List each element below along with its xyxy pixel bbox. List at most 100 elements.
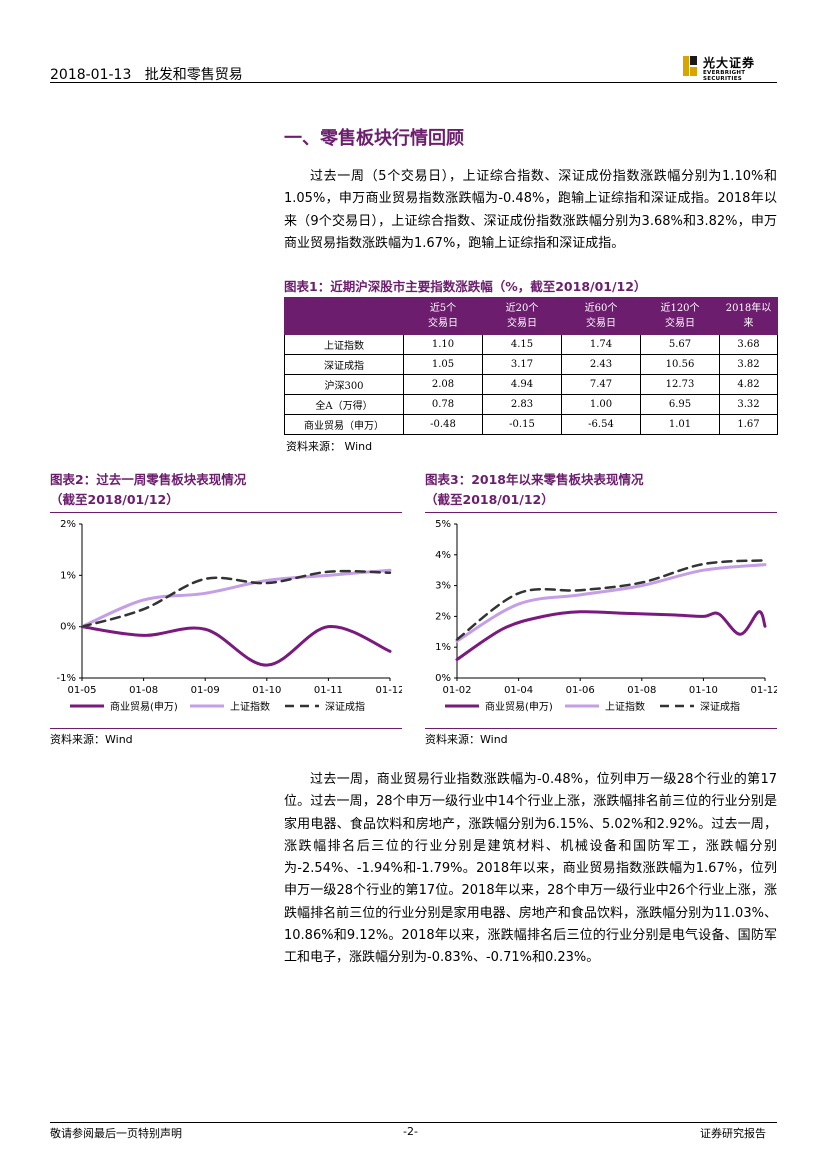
company-logo: 光大证券 EVERBRIGHT SECURITIES <box>683 54 779 82</box>
y-tick-label: 0% <box>435 673 451 684</box>
chart3-title-line2: （截至2018/01/12） <box>425 492 554 507</box>
table-header-row: 近5个 交易日 近20个 交易日 近60个 交易日 近120个 交易日 2018年以来 <box>284 297 778 335</box>
table-header-cell: 近120个 交易日 <box>640 297 720 335</box>
table-header-cell: 2018年以来 <box>719 297 778 335</box>
table-cell: 1.00 <box>561 394 641 415</box>
table-cell: 4.82 <box>719 374 778 395</box>
table-row: 上证指数 1.10 4.15 1.74 5.67 3.68 <box>284 334 778 355</box>
x-tick-label: 01-10 <box>689 685 718 696</box>
chart2-source: 资料来源：Wind <box>50 733 133 746</box>
chart3-plot: 0% 1% 2% 3% 4% 5% 01-02 01-04 01-06 01-08 01-10 01-… <box>435 519 777 713</box>
table-cell: 沪深300 <box>284 374 404 395</box>
legend-label-0: 商业贸易(申万) <box>485 700 553 713</box>
x-tick-label: 01-05 <box>67 685 96 696</box>
x-tick-label: 01-10 <box>252 685 281 696</box>
y-tick-label: -1% <box>57 673 76 684</box>
legend-label-0: 商业贸易(申万) <box>110 700 178 713</box>
summary-paragraph-text: 过去一周（5个交易日），上证综合指数、深证成份指数涨跌幅分别为1.10%和1.0… <box>284 169 777 251</box>
y-tick-label: 3% <box>435 581 451 592</box>
industry-paragraph: 过去一周，商业贸易行业指数涨跌幅为-0.48%，位列申万一级28个行业的第17位… <box>284 769 777 970</box>
table-cell: 1.01 <box>640 414 720 435</box>
table-cell: 2.43 <box>561 354 641 375</box>
section-title: 一、零售板块行情回顾 <box>284 128 464 149</box>
chart2-bottom-rule <box>50 728 402 729</box>
chart3-title: 图表3：2018年以来零售板块表现情况 （截至2018/01/12） <box>425 470 780 510</box>
table-cell: 5.67 <box>640 334 720 355</box>
table-cell: 1.67 <box>719 414 778 435</box>
table-cell: -6.54 <box>561 414 641 435</box>
table-cell: -0.48 <box>403 414 483 435</box>
table-cell: 1.05 <box>403 354 483 375</box>
chart2-title-line1: 图表2：过去一周零售板块表现情况 <box>50 472 247 487</box>
legend-label-1: 上证指数 <box>605 700 645 713</box>
chart2-title: 图表2：过去一周零售板块表现情况 （截至2018/01/12） <box>50 470 405 510</box>
table1-source: 资料来源： Wind <box>286 440 373 453</box>
table-row: 全A（万得） 0.78 2.83 1.00 6.95 3.32 <box>284 394 778 415</box>
table-cell: 2.83 <box>482 394 562 415</box>
table-cell: 4.94 <box>482 374 562 395</box>
header-date-industry: 2018-01-13 批发和零售贸易 <box>50 64 243 84</box>
logo-en-text: EVERBRIGHT SECURITIES <box>703 70 746 82</box>
summary-paragraph: 过去一周（5个交易日），上证综合指数、深证成份指数涨跌幅分别为1.10%和1.0… <box>284 166 777 255</box>
table-cell: 12.73 <box>640 374 720 395</box>
legend-label-2: 深证成指 <box>700 700 740 713</box>
chart3-title-line1: 图表3：2018年以来零售板块表现情况 <box>425 472 644 487</box>
chart2-plot: -1% 0% 1% 2% 01-05 01-08 01-09 01-10 01-11 01-12 商… <box>57 519 402 713</box>
table-header-cell: 近20个 交易日 <box>482 297 562 335</box>
y-tick-label: 2% <box>435 611 451 622</box>
chart3-title-rule <box>425 512 777 513</box>
table-cell: 全A（万得） <box>284 394 404 415</box>
chart2-title-line2: （截至2018/01/12） <box>50 492 179 507</box>
header-industry: 批发和零售贸易 <box>144 67 243 83</box>
table-cell: 上证指数 <box>284 334 404 355</box>
series-line-0 <box>455 610 767 662</box>
series-line-1 <box>455 563 767 643</box>
table-row: 沪深300 2.08 4.94 7.47 12.73 4.82 <box>284 374 778 395</box>
y-tick-label: 0% <box>60 622 76 633</box>
table-cell: 3.17 <box>482 354 562 375</box>
table-header-cell: 近60个 交易日 <box>561 297 641 335</box>
x-tick-label: 01-08 <box>129 685 158 696</box>
x-tick-label: 01-08 <box>627 685 656 696</box>
table-cell: 3.32 <box>719 394 778 415</box>
legend-label-2: 深证成指 <box>325 700 365 713</box>
x-tick-label: 01-09 <box>191 685 220 696</box>
table-header-cell <box>284 297 404 335</box>
table-cell: 1.10 <box>403 334 483 355</box>
table-cell: 1.74 <box>561 334 641 355</box>
y-tick-label: 1% <box>435 642 451 653</box>
header-divider <box>50 82 777 83</box>
table-cell: 3.82 <box>719 354 778 375</box>
footer-disclaimer: 敬请参阅最后一页特别声明 <box>50 1127 182 1140</box>
y-tick-label: 4% <box>435 550 451 561</box>
table-header-cell: 近5个 交易日 <box>403 297 483 335</box>
x-tick-label: 01-12 <box>750 685 777 696</box>
logo-cn-text: 光大证券 <box>703 56 756 70</box>
table-cell: 0.78 <box>403 394 483 415</box>
y-tick-label: 5% <box>435 519 451 530</box>
series-line-2 <box>80 569 392 628</box>
x-tick-label: 01-06 <box>566 685 595 696</box>
x-tick-label: 01-04 <box>504 685 533 696</box>
index-returns-table: 近5个 交易日 近20个 交易日 近60个 交易日 近120个 交易日 2018年以来 … <box>284 297 778 435</box>
table1-title: 图表1：近期沪深股市主要指数涨跌幅（%，截至2018/01/12） <box>284 279 647 294</box>
chart3-source: 资料来源：Wind <box>425 733 508 746</box>
table-cell: 商业贸易（申万） <box>284 414 404 435</box>
table-cell: 4.15 <box>482 334 562 355</box>
table-row: 商业贸易（申万） -0.48 -0.15 -6.54 1.01 1.67 <box>284 414 778 435</box>
y-tick-label: 1% <box>60 570 76 581</box>
table-cell: 深证成指 <box>284 354 404 375</box>
y-tick-label: 2% <box>60 519 76 530</box>
footer-report-type: 证券研究报告 <box>700 1127 766 1140</box>
series-line-2 <box>455 559 767 641</box>
page-number: -2- <box>403 1125 418 1138</box>
footer-divider <box>50 1122 777 1123</box>
chart3-bottom-rule <box>425 728 777 729</box>
x-tick-label: 01-02 <box>442 685 471 696</box>
x-tick-label: 01-11 <box>314 685 343 696</box>
table-cell: 2.08 <box>403 374 483 395</box>
table-cell: 3.68 <box>719 334 778 355</box>
series-line-0 <box>80 625 392 667</box>
x-tick-label: 01-12 <box>375 685 402 696</box>
header-date: 2018-01-13 <box>50 67 132 83</box>
